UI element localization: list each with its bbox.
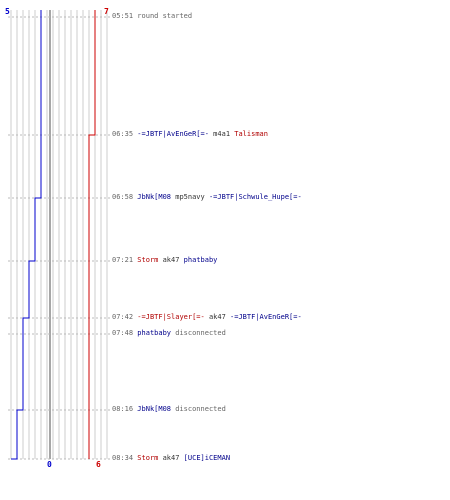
blue-team-line (11, 10, 42, 460)
event-time: 08:34 (112, 454, 134, 462)
event-player: -=JBTF|AvEnGeR[=- (137, 130, 209, 138)
event-player: phatbaby (183, 256, 218, 264)
event-player: Talisman (234, 130, 268, 138)
event-player: -=JBTF|AvEnGeR[=- (230, 313, 302, 321)
red-team-line (88, 10, 96, 459)
event-guide-lines (8, 16, 110, 460)
event-time: 07:48 (112, 329, 134, 337)
red-score-start: 7 (104, 7, 109, 16)
event-row: 07:21 Storm ak47 phatbaby (112, 256, 217, 265)
event-time: 06:35 (112, 130, 134, 138)
event-row: 08:16 JbNk[M08 disconnected (112, 405, 226, 414)
blue-score-end: 0 (47, 460, 52, 469)
event-player: -=JBTF|Slayer[=- (137, 313, 205, 321)
event-player: round started (137, 12, 193, 20)
event-player: Storm (137, 256, 159, 264)
event-weapon: ak47 (162, 256, 180, 264)
event-row: 05:51 round started (112, 12, 192, 21)
event-row: 07:42 -=JBTF|Slayer[=- ak47 -=JBTF|AvEnG… (112, 313, 302, 322)
event-player: disconnected (175, 405, 226, 413)
event-time: 07:21 (112, 256, 134, 264)
event-row: 08:34 Storm ak47 [UCE]iCEMAN (112, 454, 230, 463)
event-time: 06:58 (112, 193, 134, 201)
event-weapon: ak47 (162, 454, 180, 462)
event-row: 06:58 JbNk[M08 mp5navy -=JBTF|Schwule_Hu… (112, 193, 302, 202)
red-score-end: 6 (96, 460, 101, 469)
event-row: 07:48 phatbaby disconnected (112, 329, 226, 338)
event-time: 08:16 (112, 405, 134, 413)
event-player: JbNk[M08 (137, 193, 172, 201)
event-time: 07:42 (112, 313, 134, 321)
event-player: disconnected (175, 329, 226, 337)
event-player: Storm (137, 454, 159, 462)
event-player: [UCE]iCEMAN (183, 454, 231, 462)
event-time: 05:51 (112, 12, 134, 20)
event-player: -=JBTF|Schwule_Hupe[=- (208, 193, 302, 201)
event-player: phatbaby (137, 329, 172, 337)
event-player: JbNk[M08 (137, 405, 172, 413)
blue-score-start: 5 (5, 7, 10, 16)
event-weapon: mp5navy (175, 193, 205, 201)
event-row: 06:35 -=JBTF|AvEnGeR[=- m4a1 Talisman (112, 130, 268, 139)
event-weapon: ak47 (208, 313, 226, 321)
event-weapon: m4a1 (213, 130, 231, 138)
